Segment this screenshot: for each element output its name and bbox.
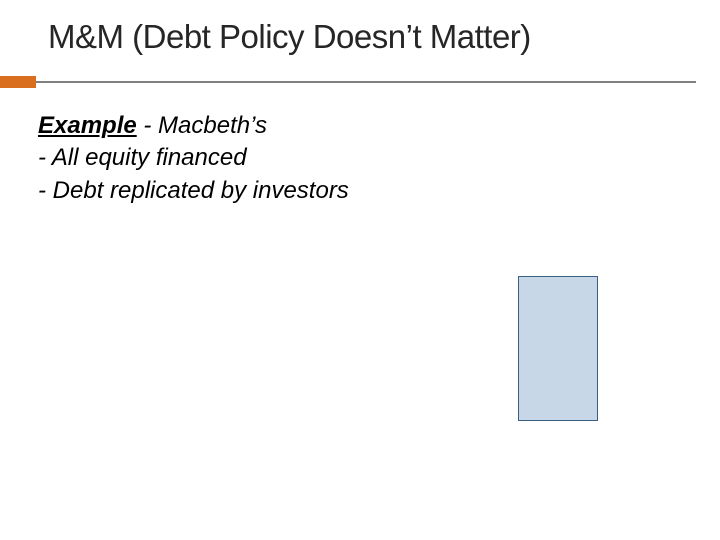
highlight-box-right bbox=[518, 276, 598, 421]
accent-gray-line bbox=[36, 81, 696, 83]
bullet-2: - Debt replicated by investors bbox=[38, 175, 690, 207]
slide-title: M&M (Debt Policy Doesn’t Matter) bbox=[48, 18, 690, 56]
body-area: Example - Macbeth’s - All equity finance… bbox=[38, 110, 690, 207]
accent-orange-block bbox=[0, 76, 36, 88]
accent-bar bbox=[0, 76, 720, 88]
example-label: Example bbox=[38, 112, 137, 139]
bullet-1: - All equity financed bbox=[38, 142, 690, 174]
title-area: M&M (Debt Policy Doesn’t Matter) bbox=[48, 18, 690, 56]
slide: M&M (Debt Policy Doesn’t Matter) Example… bbox=[0, 0, 720, 540]
example-subject: - Macbeth’s bbox=[137, 112, 267, 139]
example-line: Example - Macbeth’s bbox=[38, 110, 690, 142]
